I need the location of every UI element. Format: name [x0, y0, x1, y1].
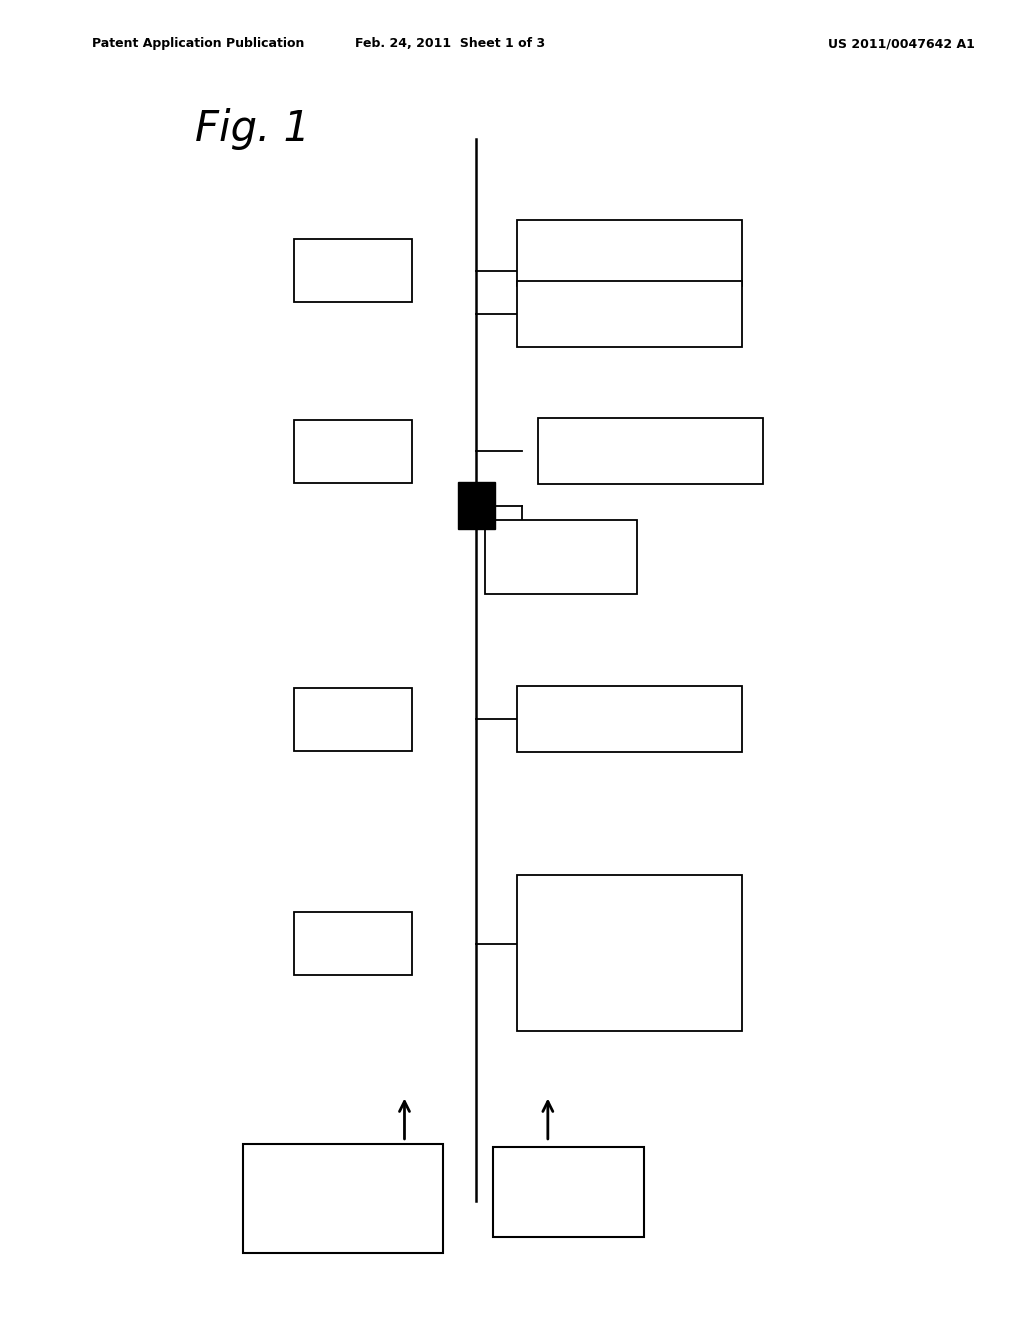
Text: E17/M54-M179.0: E17/M54-M179.0	[562, 246, 697, 261]
Text: 1.20 cM: 1.20 cM	[322, 936, 385, 952]
Text: 0.67 cM: 0.67 cM	[322, 711, 385, 727]
Text: 0.05 cM: 0.05 cM	[322, 444, 385, 459]
FancyBboxPatch shape	[295, 239, 412, 302]
Text: E19/M50-M280.2: E19/M50-M280.2	[562, 711, 697, 727]
FancyBboxPatch shape	[517, 686, 742, 752]
Text: Feb. 24, 2011  Sheet 1 of 3: Feb. 24, 2011 Sheet 1 of 3	[355, 37, 546, 50]
Text: Patent Application Publication: Patent Application Publication	[92, 37, 304, 50]
Text: E24/M49-M211.5: E24/M49-M211.5	[562, 306, 697, 322]
FancyBboxPatch shape	[517, 281, 742, 347]
Text: Fig. 1: Fig. 1	[195, 108, 309, 150]
FancyBboxPatch shape	[295, 420, 412, 483]
Text: E16/M47-M426.1
E16/M47-M411.0
E16/M47-M402.9: E16/M47-M426.1 E16/M47-M411.0 E16/M47-M4…	[568, 925, 691, 981]
Text: Name of the
marker: Name of the marker	[513, 1175, 624, 1209]
Text: Distance from the
4001 locus in cM: Distance from the 4001 locus in cM	[262, 1181, 424, 1216]
FancyBboxPatch shape	[295, 688, 412, 751]
FancyBboxPatch shape	[485, 520, 637, 594]
Bar	[458, 482, 495, 529]
Text: 0.29 cM: 0.29 cM	[322, 263, 385, 279]
FancyBboxPatch shape	[517, 220, 742, 286]
FancyBboxPatch shape	[493, 1147, 644, 1237]
FancyBboxPatch shape	[517, 875, 742, 1031]
FancyBboxPatch shape	[538, 418, 763, 484]
Text: E14/M61-M873.6: E14/M61-M873.6	[583, 444, 718, 459]
FancyBboxPatch shape	[295, 912, 412, 975]
Text: US 2011/0047642 A1: US 2011/0047642 A1	[827, 37, 975, 50]
Text: 4001-locus: 4001-locus	[517, 549, 605, 565]
FancyBboxPatch shape	[244, 1144, 442, 1253]
